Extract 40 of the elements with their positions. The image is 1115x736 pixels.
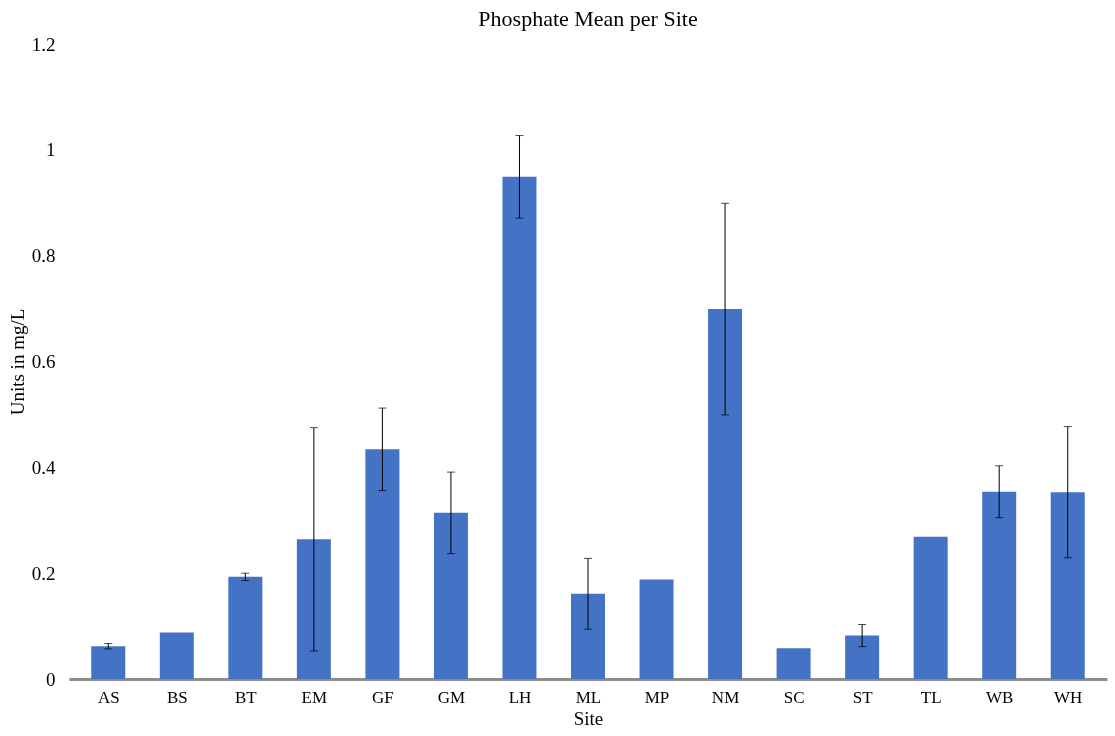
x-tick-label: SC bbox=[783, 687, 805, 707]
y-tick-label: 0.6 bbox=[31, 351, 56, 372]
bar bbox=[365, 449, 400, 679]
bar bbox=[982, 491, 1017, 679]
y-axis-title: Units in mg/L bbox=[6, 308, 28, 416]
bar bbox=[296, 539, 331, 679]
bar bbox=[433, 512, 468, 679]
x-tick-label: LH bbox=[508, 687, 532, 707]
bar bbox=[708, 309, 743, 679]
y-tick-label: 0.2 bbox=[31, 562, 56, 584]
bar bbox=[571, 593, 605, 679]
bar bbox=[639, 579, 674, 679]
bar bbox=[1050, 492, 1085, 679]
y-tick-label: 1.2 bbox=[31, 33, 56, 55]
bar bbox=[159, 632, 194, 679]
x-tick-label: BS bbox=[166, 687, 188, 707]
x-tick-label: EM bbox=[301, 687, 328, 707]
x-tick-label: GM bbox=[437, 687, 466, 707]
x-tick-label: TL bbox=[920, 687, 942, 707]
chart-title: Phosphate Mean per Site bbox=[478, 6, 698, 31]
x-tick-label: NM bbox=[711, 687, 740, 707]
y-tick-label: 1 bbox=[46, 139, 56, 161]
x-axis-title: Site bbox=[573, 707, 604, 729]
bar bbox=[776, 648, 811, 679]
y-tick-label: 0 bbox=[46, 668, 56, 690]
x-tick-label: MP bbox=[644, 687, 670, 707]
x-tick-label: ML bbox=[575, 687, 602, 707]
x-tick-label: WB bbox=[986, 687, 1014, 707]
x-tick-label: AS bbox=[97, 687, 120, 707]
bar bbox=[502, 176, 537, 679]
x-tick-label: BT bbox=[234, 687, 258, 707]
bar bbox=[845, 635, 880, 679]
y-tick-label: 0.8 bbox=[31, 245, 56, 267]
x-tick-label: ST bbox=[852, 687, 874, 707]
x-tick-label: GF bbox=[372, 687, 394, 707]
bar bbox=[91, 646, 126, 679]
bar bbox=[913, 536, 948, 679]
bar bbox=[228, 576, 263, 679]
y-tick-label: 0.4 bbox=[31, 456, 56, 478]
x-tick-label: WH bbox=[1054, 687, 1083, 707]
